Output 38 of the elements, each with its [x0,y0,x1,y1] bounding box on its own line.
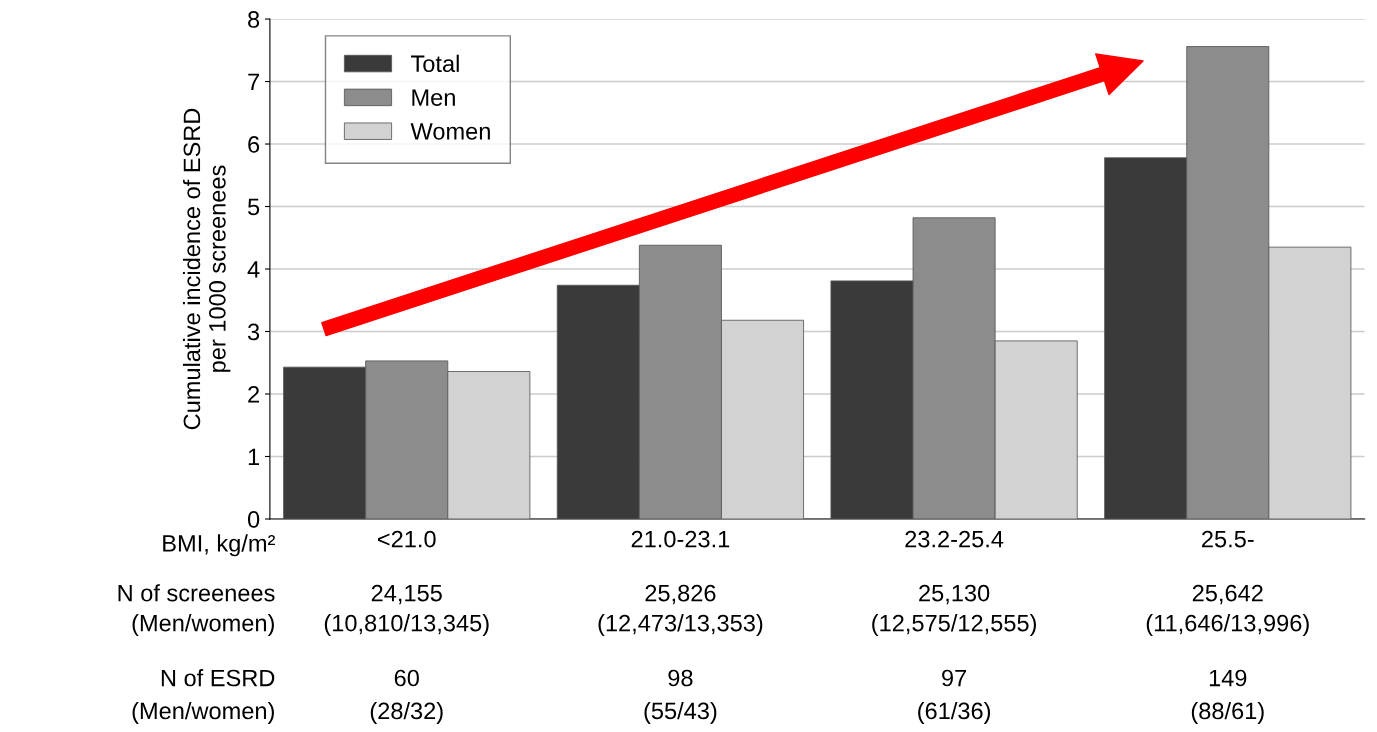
legend-label: Men [412,89,455,106]
legend-label: Total [411,54,459,73]
text: (12,575/12,555) [872,614,1036,637]
text: (Men/women) [132,614,274,637]
y-tick-label: 5 [247,198,260,216]
x-tick-label: 21.0-23.1 [631,530,730,548]
text: 24,155 [371,584,442,605]
text: N of ESRD [161,669,275,687]
text: (61/36) [918,701,991,724]
text: 98 [668,669,693,687]
y-tick-label: 4 [247,261,260,278]
legend-label: Women [410,123,490,140]
text: (12,473/13,353) [598,614,763,637]
text: 60 [394,669,419,687]
x-tick-label: 23.2-25.4 [905,530,1004,548]
x-axis-title: BMI, kg/m² [163,534,275,557]
y-tick-label: 6 [248,136,260,153]
y-tick-label: 2 [248,386,259,403]
text: (55/43) [644,701,717,724]
text: (11,646/13,996) [1146,614,1309,637]
y-tick-label: 3 [247,323,260,341]
y-tick-label: 1 [248,448,260,466]
text: (28/32) [370,701,443,724]
x-tick-label: 25.5- [1202,530,1254,548]
x-tick-label: <21.0 [378,530,436,548]
text: N of screenees [118,584,275,602]
y-axis-title: Cumulative incidence of ESRD per 1000 screenees [182,108,231,430]
text: (10,810/13,345) [324,614,489,637]
y-tick-label: 0 [247,511,260,528]
text: 149 [1209,669,1247,687]
text: 97 [942,669,967,687]
text: 25,130 [919,584,990,605]
text: 25,826 [645,584,716,605]
y-tick-label: 8 [248,11,260,28]
text: 25,642 [1192,584,1263,605]
y-tick-label: 7 [248,73,259,91]
text: (Men/women) [132,701,274,724]
text: (88/61) [1191,701,1264,724]
